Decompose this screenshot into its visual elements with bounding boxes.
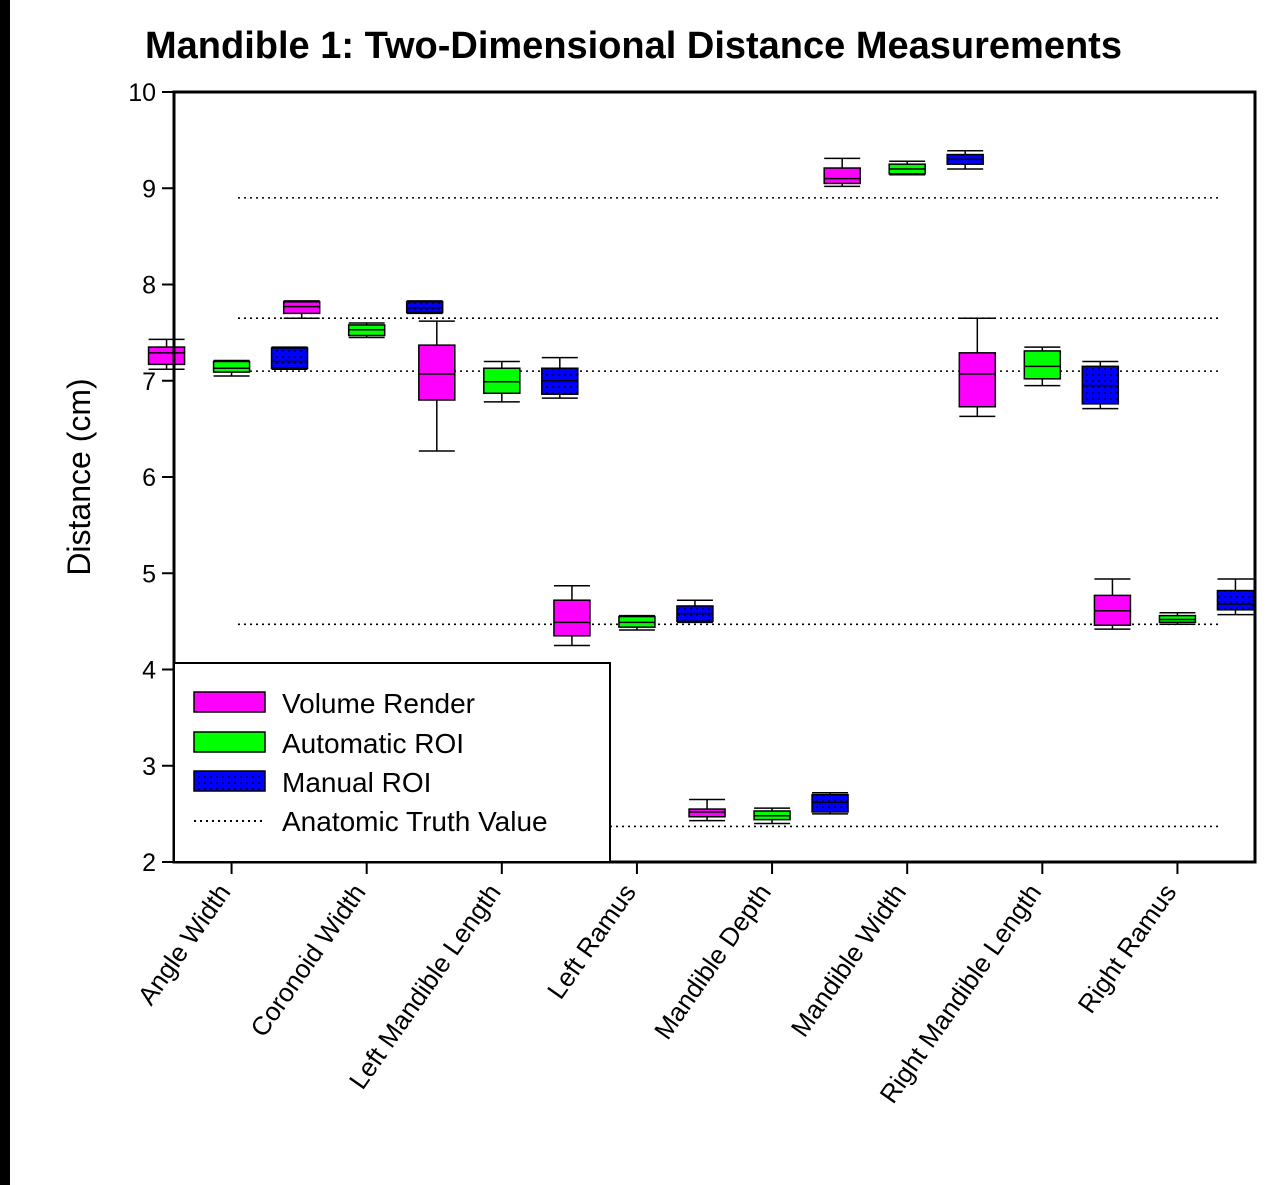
box-2-2 xyxy=(541,356,579,399)
x-tick-label-1: Coronoid Width xyxy=(244,878,371,1042)
box-1-0 xyxy=(212,359,251,377)
legend-label-manual-roi: Manual ROI xyxy=(282,767,431,798)
box-body xyxy=(1023,350,1062,380)
legend-swatch-volume-render xyxy=(193,691,266,713)
box-2-4 xyxy=(811,791,849,815)
box-1-2 xyxy=(483,360,521,403)
box-0-0 xyxy=(147,338,186,370)
legend: Volume Render Automatic ROI Manual ROI A… xyxy=(173,662,611,863)
box-body xyxy=(1216,589,1255,611)
box-body xyxy=(212,360,251,373)
box-2-3 xyxy=(676,599,714,624)
box-2-0 xyxy=(270,346,309,370)
legend-swatch-automatic-roi xyxy=(193,731,266,753)
box-body xyxy=(282,301,321,315)
legend-label-volume-render: Volume Render xyxy=(282,688,475,719)
box-1-4 xyxy=(753,807,791,825)
box-body xyxy=(811,793,849,813)
x-tick-label-3: Left Ramus xyxy=(541,878,642,1004)
box-2-1 xyxy=(405,300,444,315)
y-tick-label-0: 2 xyxy=(142,849,156,877)
box-1-1 xyxy=(347,322,386,339)
box-0-2 xyxy=(418,320,456,452)
x-tick-label-4: Mandible Depth xyxy=(648,878,777,1044)
box-0-3 xyxy=(553,585,591,647)
box-2-5 xyxy=(946,149,984,170)
y-axis-label: Distance (cm) xyxy=(61,378,97,575)
box-0-7 xyxy=(1093,578,1132,630)
box-1-3 xyxy=(618,614,656,631)
box-body xyxy=(483,367,521,395)
y-axis: 2 3 4 5 6 7 8 9 10 xyxy=(128,79,174,877)
box-2-6 xyxy=(1081,360,1120,410)
box-body xyxy=(688,808,726,818)
box-2-7 xyxy=(1216,578,1255,616)
x-tick-label-5: Mandible Width xyxy=(785,878,912,1042)
box-0-6 xyxy=(958,317,997,418)
chart-panel: Mandible 1: Two-Dimensional Distance Mea… xyxy=(10,0,1280,1185)
y-tick-label-7: 9 xyxy=(142,175,156,203)
box-0-5 xyxy=(823,157,861,188)
box-0-4 xyxy=(688,798,726,822)
legend-label-anatomic-truth: Anatomic Truth Value xyxy=(282,806,548,837)
x-tick-label-7: Right Ramus xyxy=(1072,878,1183,1018)
box-body xyxy=(418,344,456,401)
legend-label-automatic-roi: Automatic ROI xyxy=(282,728,464,759)
box-1-5 xyxy=(888,160,926,176)
box-body xyxy=(270,347,309,369)
y-tick-label-6: 8 xyxy=(142,272,156,300)
x-tick-label-0: Angle Width xyxy=(131,878,236,1010)
box-body xyxy=(958,352,997,408)
y-tick-label-5: 7 xyxy=(142,368,156,396)
box-plot-chart: Mandible 1: Two-Dimensional Distance Mea… xyxy=(61,25,1257,1109)
x-tick-label-2: Left Mandible Length xyxy=(343,878,507,1094)
y-tick-label-8: 10 xyxy=(128,79,156,107)
box-0-1 xyxy=(282,300,321,319)
box-body xyxy=(553,599,591,637)
box-body xyxy=(147,346,186,366)
y-tick-label-4: 6 xyxy=(142,464,156,492)
box-1-6 xyxy=(1023,346,1062,387)
y-tick-label-3: 5 xyxy=(142,560,156,588)
box-body xyxy=(823,167,861,185)
legend-swatch-manual-roi xyxy=(193,770,266,792)
y-tick-label-2: 4 xyxy=(142,657,156,685)
y-tick-label-1: 3 xyxy=(142,753,156,781)
box-series xyxy=(147,149,1255,825)
chart-title: Mandible 1: Two-Dimensional Distance Mea… xyxy=(145,25,1122,67)
box-1-7 xyxy=(1158,611,1197,626)
